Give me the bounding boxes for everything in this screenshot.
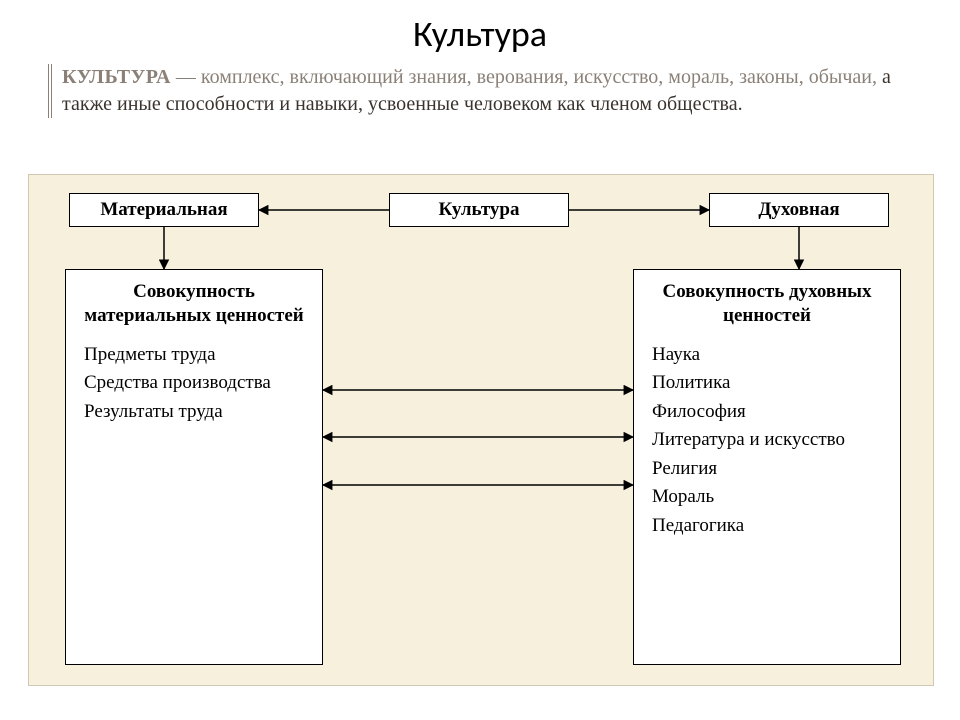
box-culture: Культура — [389, 193, 569, 227]
definition-text: КУЛЬТУРА — комплекс, включающий знания, … — [62, 64, 902, 118]
panel-spiritual-item: Литература и искусство — [652, 426, 886, 454]
page-title: Культура — [0, 12, 960, 56]
panel-spiritual-title: Совокупность духовных ценностей — [634, 270, 900, 340]
panel-spiritual-item: Религия — [652, 455, 886, 483]
panel-material-item: Результаты труда — [84, 398, 308, 426]
panel-material-item: Средства производства — [84, 369, 308, 397]
panel-material-list: Предметы трудаСредства производстваРезул… — [66, 341, 322, 437]
box-material: Материальная — [69, 193, 259, 227]
panel-spiritual-item: Наука — [652, 341, 886, 369]
panel-material-title: Совокупность материальных ценностей — [66, 270, 322, 340]
panel-spiritual-list: НаукаПолитикаФилософияЛитература и искус… — [634, 341, 900, 551]
panel-material: Совокупность материальных ценностейПредм… — [65, 269, 323, 665]
definition-term: КУЛЬТУРА — [62, 66, 171, 88]
panel-spiritual: Совокупность духовных ценностейНаукаПоли… — [633, 269, 901, 665]
panel-spiritual-item: Мораль — [652, 483, 886, 511]
panel-spiritual-item: Политика — [652, 369, 886, 397]
definition-block: КУЛЬТУРА — комплекс, включающий знания, … — [48, 64, 902, 118]
panel-spiritual-item: Педагогика — [652, 512, 886, 540]
panel-material-item: Предметы труда — [84, 341, 308, 369]
culture-diagram: Материальная Культура Духовная Совокупность… — [28, 174, 934, 686]
box-spiritual: Духовная — [709, 193, 889, 227]
definition-body-light: — комплекс, включающий знания, верования… — [171, 66, 882, 88]
panel-spiritual-item: Философия — [652, 398, 886, 426]
page: Культура КУЛЬТУРА — комплекс, включающий… — [0, 0, 960, 720]
